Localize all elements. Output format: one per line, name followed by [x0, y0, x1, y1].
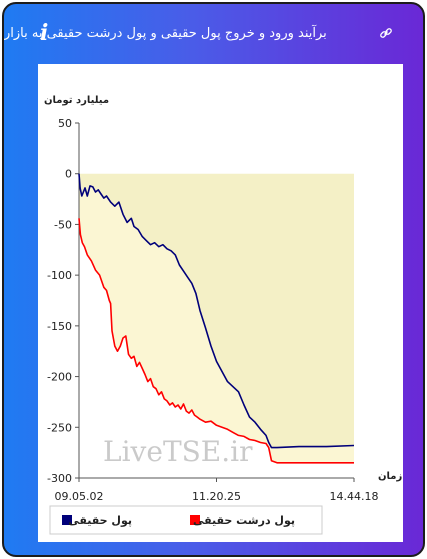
link-icon[interactable]: [379, 26, 393, 40]
x-tick-label: 14.44.18: [330, 490, 379, 503]
chart-svg: میلیارد تومان زمان 50 0 -50 -100 -150 -200 -25…: [44, 95, 402, 535]
x-axis-label: زمان: [378, 471, 402, 482]
x-tick-label: 09.05.02: [55, 490, 104, 503]
title-bar: برآیند ورود و خروج پول حقیقی و پول درشت …: [4, 18, 423, 48]
series-lines: [78, 173, 355, 464]
legend: پول درشت حقیقی پول حقیقی: [49, 505, 323, 535]
y-tick-label: -150: [47, 320, 72, 333]
watermark: LiveTSE.ir: [103, 435, 253, 468]
series-line-real-money: [78, 173, 355, 449]
y-tick-label: -100: [47, 269, 72, 282]
chart-panel: میلیارد تومان زمان 50 0 -50 -100 -150 -200 -25…: [38, 64, 403, 542]
y-tick-label: -50: [54, 218, 72, 231]
y-ticks: 50 0 -50 -100 -150 -200 -250 -300: [47, 117, 79, 485]
info-icon[interactable]: i: [40, 20, 49, 46]
series-line-large-real-money: [78, 218, 354, 464]
x-tick-label: 11.20.25: [192, 490, 241, 503]
y-tick-label: -200: [47, 371, 72, 384]
y-axis-label: میلیارد تومان: [44, 95, 109, 106]
y-tick-label: -250: [47, 421, 72, 434]
legend-label-real-money: پول حقیقی: [68, 514, 132, 527]
legend-box: [49, 505, 323, 535]
legend-swatch-real-money: [190, 515, 200, 525]
x-ticks: 09.05.02 11.20.25 14.44.18: [55, 478, 379, 503]
legend-swatch-real-money: [62, 515, 72, 525]
y-tick-label: 0: [65, 168, 72, 181]
area-fill-between: [79, 173, 354, 463]
area-fill-top: [79, 173, 354, 448]
chart-title: برآیند ورود و خروج پول حقیقی و پول درشت …: [4, 25, 327, 41]
legend-label-real-money: پول درشت حقیقی: [193, 514, 295, 527]
y-tick-label: -300: [47, 472, 72, 485]
y-tick-label: 50: [58, 117, 72, 130]
